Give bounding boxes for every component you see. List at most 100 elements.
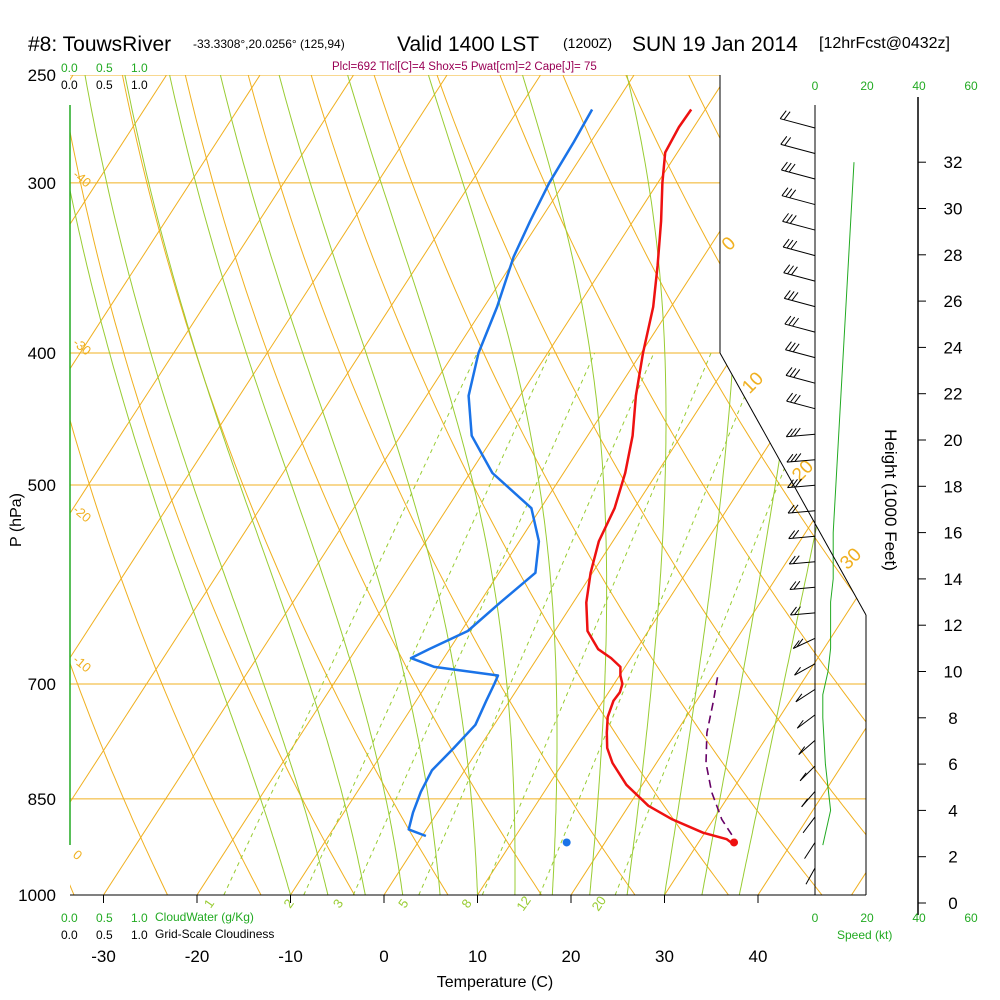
temp-tick-label: -20	[185, 947, 210, 966]
wind-barb-staff	[786, 433, 816, 438]
moist-adiabat	[278, 75, 478, 895]
wind-barb-flag	[789, 368, 797, 377]
wind-barb-flag	[783, 290, 791, 299]
speed-scale-top: 20	[860, 79, 874, 93]
wind-barb-flag	[788, 163, 796, 173]
mixing-ratio-line	[481, 352, 712, 895]
temp-tick-label: 40	[749, 947, 768, 966]
temperature-line	[585, 108, 732, 844]
speed-scale-bottom: 40	[912, 911, 926, 925]
wind-barb-flag	[792, 640, 800, 649]
height-tick-label: 2	[948, 848, 957, 867]
wind-barb-flag	[794, 606, 801, 615]
moist-adiabat	[84, 75, 329, 895]
mixing-ratio-line	[418, 352, 655, 895]
chart-grid	[70, 75, 866, 895]
wind-barb-flag	[793, 394, 801, 404]
moist-adiabat	[522, 75, 608, 895]
cloudiness-scale-bottom: 1.0	[131, 928, 148, 942]
parcel-path	[705, 677, 738, 843]
wind-barb-flag	[794, 666, 801, 676]
pressure-tick-label: 700	[28, 675, 56, 694]
wind-barb-staff	[789, 586, 816, 591]
temp-tick-label: 30	[655, 947, 674, 966]
wind-barb-flag	[790, 453, 798, 463]
height-tick-label: 30	[944, 200, 963, 219]
wind-barb-flag	[786, 214, 793, 223]
wind-barb-staff	[780, 143, 816, 155]
wind-barb-staff	[785, 374, 816, 384]
wind-barb-staff	[781, 195, 816, 206]
wind-barb-flag	[781, 187, 789, 197]
wind-barb-flag	[793, 580, 801, 590]
wind-barb-flag	[788, 316, 796, 326]
wind-barb-staff	[784, 323, 816, 333]
isotherm-line	[70, 75, 448, 895]
wind-barb-flag	[801, 798, 809, 808]
height-tick-label: 32	[944, 153, 963, 172]
dry-adiabat	[184, 75, 542, 895]
valid-time: Valid 1400 LST	[397, 33, 539, 56]
wind-barb-flag	[785, 341, 792, 351]
wind-barb-flag	[780, 136, 788, 145]
wind-barb-flag	[786, 239, 794, 249]
cloudiness-scale-top: 1.0	[131, 78, 148, 92]
isotherm-value-label: -40	[70, 167, 94, 191]
moist-adiabat	[347, 75, 516, 895]
dry-adiabat	[373, 75, 823, 895]
wind-barb-flag	[787, 479, 794, 488]
wind-barb-staff	[786, 400, 816, 410]
height-tick-label: 12	[944, 616, 963, 635]
mixing-ratio-label: 5	[395, 896, 411, 911]
forecast-label: [12hrFcst@0432z]	[819, 35, 950, 52]
surface-dewpoint-dot	[562, 838, 571, 847]
wind-barb-flag	[793, 369, 801, 378]
mixing-ratio-line	[539, 352, 764, 895]
moist-adiabat	[124, 75, 366, 895]
wind-barb-flag	[794, 453, 802, 462]
dry-adiabat	[562, 75, 866, 895]
surface-temperature-dot	[730, 838, 739, 847]
temp-tick-label: 0	[379, 947, 388, 966]
speed-scale-top: 60	[964, 79, 978, 93]
cloud-water-scale-top: 1.0	[131, 61, 148, 75]
moist-adiabat	[70, 75, 291, 895]
wind-barb-flag	[792, 317, 799, 327]
clipped-grid	[70, 75, 866, 895]
wind-barbs	[779, 110, 816, 885]
wind-barb-flag	[787, 504, 795, 514]
temp-tick-label: -10	[278, 947, 303, 966]
isotherm-line	[757, 75, 866, 895]
temp-tick-label: -30	[91, 947, 116, 966]
isotherm-line	[196, 75, 728, 895]
wind-barb-staff	[795, 688, 816, 703]
isotherm-value-label: 0	[70, 847, 85, 863]
isotherm-line	[103, 75, 635, 895]
speed-scale-bottom: 60	[964, 911, 978, 925]
wind-barb-flag	[793, 427, 801, 437]
wind-barb-staff	[784, 297, 816, 308]
isotherm-line	[70, 75, 261, 895]
cloud-water-scale-bottom: 0.0	[61, 911, 78, 925]
panel-diagonal	[719, 352, 867, 616]
wind-barb-staff	[805, 867, 816, 885]
cloud-water-scale-bottom: 1.0	[131, 911, 148, 925]
wind-barb-flag	[787, 265, 794, 275]
wind-barb-flag	[799, 772, 807, 782]
wind-barb-flag	[796, 638, 804, 648]
pressure-tick-label: 850	[28, 790, 56, 809]
temp-tick-label: 10	[468, 947, 487, 966]
speed-scale-bottom: 20	[860, 911, 874, 925]
wind-barb-flag	[786, 392, 794, 402]
pressure-tick-label: 1000	[18, 886, 56, 905]
mixing-ratio-label: 1	[201, 896, 217, 911]
x-axis-title: Temperature (C)	[437, 974, 553, 991]
isotherm-line	[70, 75, 541, 895]
mixing-ratio-line	[223, 352, 478, 895]
valid-zulu: (1200Z)	[563, 35, 612, 51]
wind-barb-flag	[791, 478, 798, 488]
wind-barb-flag	[783, 111, 791, 121]
wind-barb-flag	[783, 264, 791, 274]
